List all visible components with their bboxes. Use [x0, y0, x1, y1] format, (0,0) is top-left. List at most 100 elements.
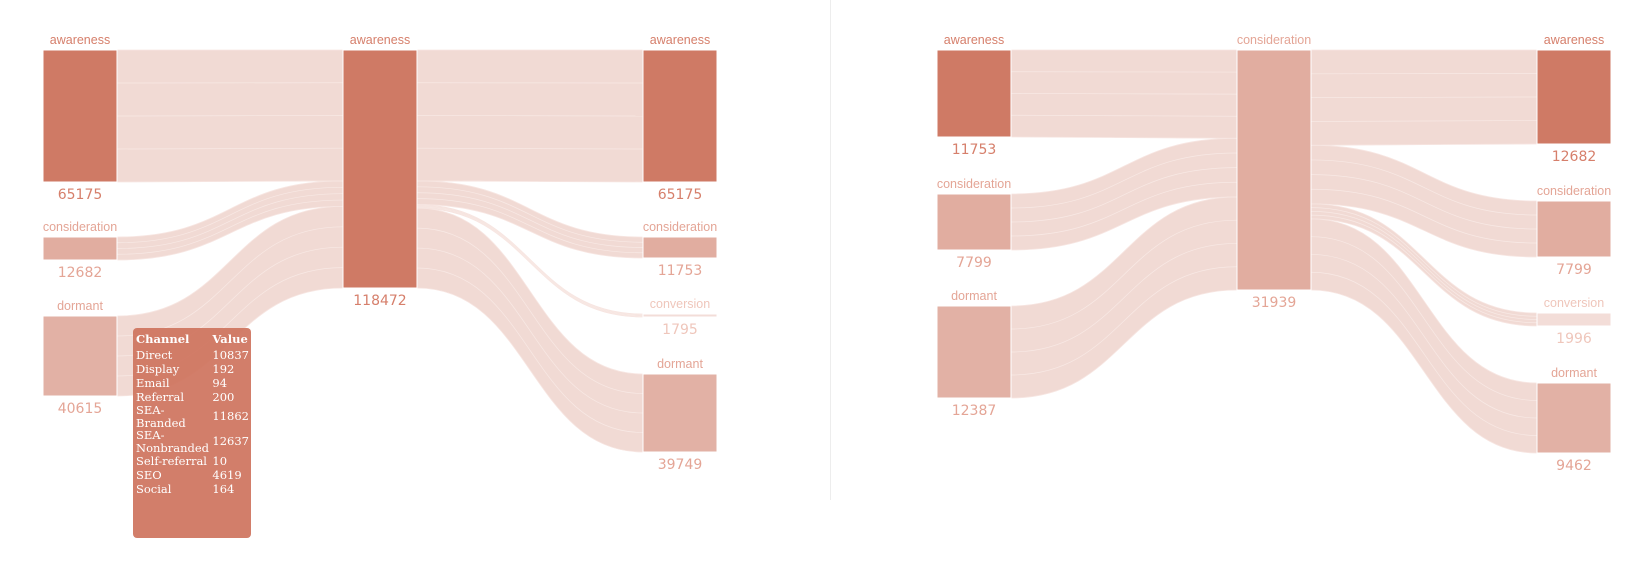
tooltip-channel: Display [136, 362, 180, 376]
sankey-link-strand [1310, 214, 1538, 324]
tooltip-row: SEA-Nonbranded 12637 [136, 429, 249, 454]
sankey-node-value: 65175 [658, 187, 703, 203]
sankey-link-strand [416, 198, 644, 254]
sankey-node-label: awareness [350, 33, 410, 47]
tooltip-row: Email 94 [136, 376, 249, 390]
tooltip-table: Channel Value Direct 10837 Display 192 Ema… [136, 332, 249, 496]
sankey-link-strand [416, 186, 644, 243]
tooltip-row: SEA-Branded 11862 [136, 404, 249, 429]
sankey-node-value: 65175 [58, 187, 103, 203]
sankey-node-awareness[interactable]: awareness 12682 [1536, 33, 1612, 165]
sankey-node-label: awareness [944, 33, 1004, 47]
sankey-node-bar[interactable] [42, 49, 118, 183]
sankey-link-strand [116, 147, 344, 150]
sankey-node-label: consideration [1537, 184, 1611, 198]
sankey-node-value: 7799 [956, 255, 992, 271]
sankey-node-dormant[interactable]: dormant 40615 [42, 299, 118, 417]
sankey-link-strand [1310, 188, 1538, 244]
sankey-link-strand [1010, 152, 1238, 209]
tooltip-value: 10 [212, 454, 228, 468]
tooltip-value: 12637 [212, 434, 249, 449]
sankey-link-strand [1010, 114, 1238, 117]
sankey-node-label: dormant [657, 357, 703, 371]
sankey-node-bar[interactable] [1236, 49, 1312, 291]
sankey-link-strand [1310, 159, 1538, 216]
sankey-node-bar[interactable] [936, 193, 1012, 251]
sankey-link-strand [116, 193, 344, 249]
sankey-node-value: 11753 [952, 142, 997, 158]
sankey-link-strand [1310, 271, 1538, 436]
sankey-link-strand [1310, 96, 1538, 98]
sankey-node-value: 39749 [658, 457, 703, 473]
sankey-node-dormant[interactable]: dormant 39749 [642, 357, 718, 473]
sankey-link-strand [116, 115, 344, 117]
sankey-node-bar[interactable] [642, 313, 718, 318]
sankey-node-awareness[interactable]: awareness 65175 [642, 33, 718, 203]
sankey-node-value: 9462 [1556, 458, 1592, 474]
sankey-node-bar[interactable] [1536, 382, 1612, 454]
sankey-link-strand [1310, 254, 1538, 419]
sankey-node-value: 11753 [658, 263, 703, 279]
sankey-node-awareness[interactable]: awareness 65175 [42, 33, 118, 203]
sankey-node-awareness[interactable]: awareness 11753 [936, 33, 1012, 158]
sankey-node-dormant[interactable]: dormant 9462 [1536, 366, 1612, 474]
sankey-node-bar[interactable] [1536, 312, 1612, 327]
sankey-link-strand [1010, 181, 1238, 237]
sankey-link-strand [1310, 211, 1538, 320]
sankey-link-strand [416, 147, 644, 150]
sankey-node-bar[interactable] [642, 49, 718, 183]
sankey-link-strand [416, 205, 644, 316]
tooltip-channel: SEO [136, 468, 162, 482]
sankey-link-strand [416, 247, 644, 414]
sankey-node-bar[interactable] [936, 49, 1012, 138]
sankey-node-value: 7799 [1556, 262, 1592, 278]
sankey-node-label: dormant [1551, 366, 1597, 380]
sankey-node-conversion[interactable]: conversion 1795 [642, 297, 718, 338]
tooltip-channel: Social [136, 482, 172, 496]
sankey-node-value: 12387 [952, 403, 997, 419]
tooltip-value: 164 [212, 482, 235, 496]
tooltip-channel: Direct [136, 348, 173, 362]
tooltip-header-channel: Channel [136, 332, 190, 346]
sankey-link-strand [1010, 167, 1238, 223]
sankey-node-bar[interactable] [1536, 200, 1612, 258]
sankey-node-consideration[interactable]: consideration 7799 [1536, 184, 1612, 278]
channel-tooltip: Channel Value Direct 10837 Display 192 Ema… [133, 328, 251, 538]
sankey-node-consideration[interactable]: consideration 12682 [42, 220, 118, 281]
tooltip-row: Referral 200 [136, 390, 249, 404]
sankey-node-bar[interactable] [42, 236, 118, 261]
sankey-node-conversion[interactable]: conversion 1996 [1536, 296, 1612, 347]
sankey-node-consideration[interactable]: consideration 11753 [642, 220, 718, 279]
sankey-node-consideration[interactable]: consideration 7799 [936, 177, 1012, 271]
sankey-node-label: consideration [43, 220, 117, 234]
sankey-node-bar[interactable] [1536, 49, 1612, 145]
tooltip-value: 200 [212, 390, 235, 404]
sankey-node-consideration[interactable]: consideration 31939 [1236, 33, 1312, 311]
tooltip-channel: SEA-Branded [136, 403, 186, 430]
sankey-node-dormant[interactable]: dormant 12387 [936, 289, 1012, 419]
tooltip-channel: Referral [136, 390, 185, 404]
sankey-node-value: 118472 [353, 293, 406, 309]
sankey-node-awareness[interactable]: awareness 118472 [342, 33, 418, 309]
tooltip-value: 10837 [212, 348, 249, 362]
tooltip-row: SEO 4619 [136, 468, 249, 482]
sankey-links [1010, 49, 1538, 454]
tooltip-channel: Self-referral [136, 454, 207, 468]
tooltip-channel: Email [136, 376, 170, 390]
tooltip-row: Direct 10837 [136, 348, 249, 362]
sankey-link-strand [1310, 207, 1538, 317]
sankey-link-strand [1310, 120, 1538, 122]
sankey-node-bar[interactable] [42, 315, 118, 397]
sankey-node-bar[interactable] [342, 49, 418, 289]
sankey-node-bar[interactable] [642, 236, 718, 259]
sankey-node-bar[interactable] [936, 305, 1012, 399]
sankey-link-strand [416, 115, 644, 117]
sankey-link-strand [416, 227, 644, 394]
sankey-node-bar[interactable] [642, 373, 718, 453]
sankey-link-strand [116, 186, 344, 244]
sankey-node-label: conversion [1544, 296, 1604, 310]
sankey-link-strand [416, 192, 644, 248]
sankey-node-label: consideration [1237, 33, 1311, 47]
sankey-link-strand [1310, 236, 1538, 401]
sankey-link-strand [416, 206, 644, 317]
